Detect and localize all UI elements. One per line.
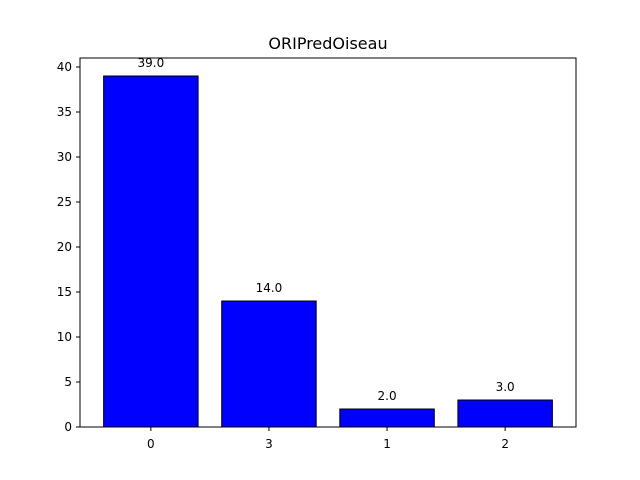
x-tick-label: 0 <box>147 437 155 451</box>
bars-group: 39.0 14.0 2.0 3.0 <box>103 56 553 428</box>
bar-value-label: 3.0 <box>496 380 515 394</box>
x-tick-label: 2 <box>501 437 509 451</box>
chart-title: ORIPredOiseau <box>268 34 387 53</box>
x-tick-label: 1 <box>383 437 391 451</box>
x-tick-label: 3 <box>265 437 273 451</box>
y-axis-ticks: 0 5 10 15 20 25 30 35 40 <box>57 60 80 434</box>
x-axis-ticks: 0 3 1 2 <box>147 427 509 451</box>
y-tick-label: 25 <box>57 195 72 209</box>
y-tick-label: 0 <box>64 420 72 434</box>
y-tick-label: 35 <box>57 105 72 119</box>
bar <box>457 399 553 428</box>
y-tick-label: 5 <box>64 375 72 389</box>
bar <box>339 408 435 428</box>
bar <box>103 75 199 428</box>
y-tick-label: 20 <box>57 240 72 254</box>
y-tick-label: 40 <box>57 60 72 74</box>
bar-value-label: 39.0 <box>137 56 164 70</box>
y-tick-label: 30 <box>57 150 72 164</box>
bar-value-label: 14.0 <box>256 281 283 295</box>
bar <box>221 300 317 428</box>
plot-frame <box>79 57 577 428</box>
bar-value-label: 2.0 <box>378 389 397 403</box>
y-tick-label: 15 <box>57 285 72 299</box>
y-tick-label: 10 <box>57 330 72 344</box>
